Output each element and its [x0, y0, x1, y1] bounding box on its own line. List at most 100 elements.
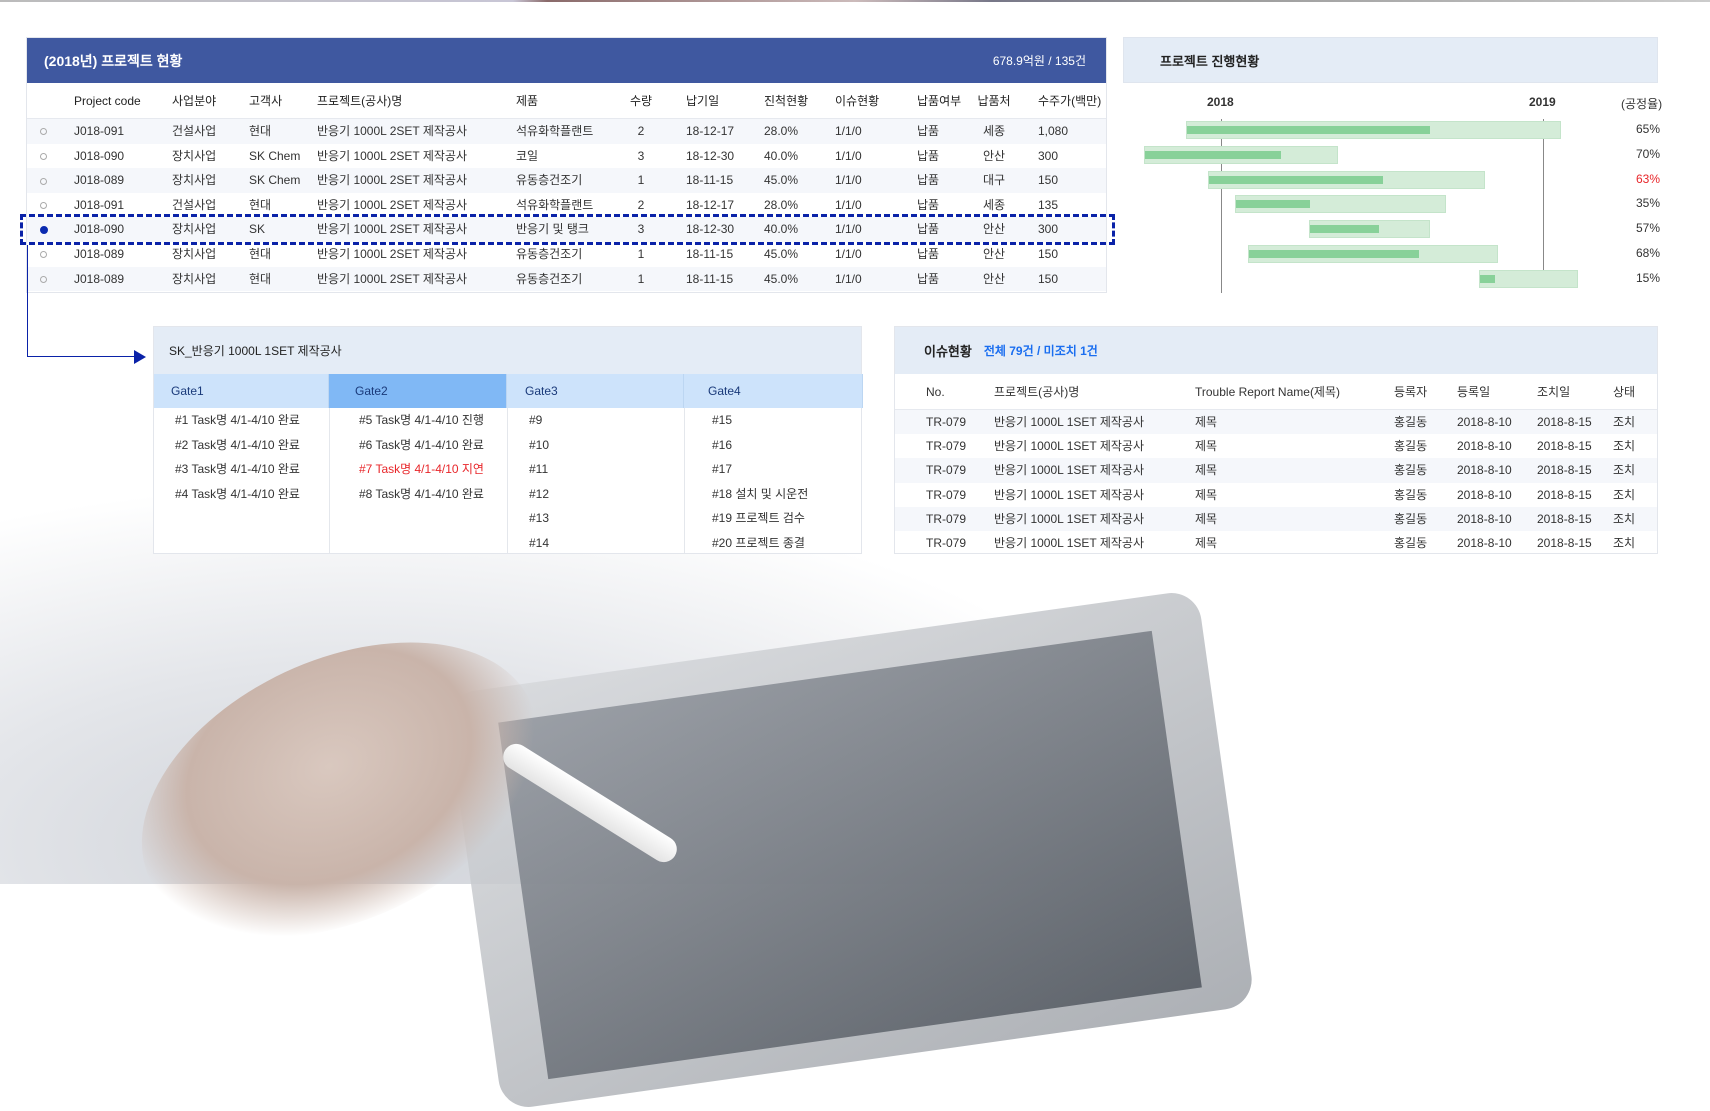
column-header[interactable]: 진척현황	[764, 94, 809, 108]
table-row[interactable]: J018-090 장치사업 SK Chem 반응기 1000L 2SET 제작공사 코일…	[27, 144, 1106, 169]
progress-rate: 63%	[1635, 171, 1661, 186]
column-header[interactable]: 고객사	[249, 94, 283, 108]
task-item[interactable]: #2 Task명 4/1-4/10 완료	[175, 437, 300, 452]
issue-row[interactable]: TR-079 반응기 1000L 1SET 제작공사 제목 홍길동 2018-8-10 2…	[895, 458, 1657, 483]
issue-row[interactable]: TR-079 반응기 1000L 1SET 제작공사 제목 홍길동 2018-8-10 2…	[895, 434, 1657, 458]
cell: 40.0%	[764, 222, 799, 237]
column-header[interactable]: 수량	[629, 94, 653, 108]
task-item[interactable]: #5 Task명 4/1-4/10 진행	[359, 413, 484, 427]
task-item[interactable]: #16	[712, 437, 733, 452]
column-header[interactable]: 사업분야	[172, 94, 217, 108]
cell: 반응기 1000L 1SET 제작공사	[994, 487, 1145, 502]
cell: 유동층건조기	[516, 173, 583, 188]
issue-column-header[interactable]: 등록일	[1457, 385, 1491, 399]
issue-column-header[interactable]: 프로젝트(공사)명	[994, 385, 1080, 399]
column-header[interactable]: Project code	[74, 94, 141, 108]
cell: J018-089	[74, 271, 125, 286]
issue-column-header[interactable]: 상태	[1613, 385, 1636, 399]
cell: 제목	[1195, 511, 1218, 526]
radio-icon[interactable]	[40, 128, 47, 136]
task-item[interactable]: #20 프로젝트 종결	[712, 535, 805, 550]
cell: TR-079	[926, 487, 967, 502]
column-header[interactable]: 납품여부	[917, 94, 962, 108]
row-radio[interactable]	[40, 193, 47, 218]
row-radio[interactable]	[40, 144, 47, 169]
issue-row[interactable]: TR-079 반응기 1000L 1SET 제작공사 제목 홍길동 2018-8-10 2…	[895, 531, 1657, 555]
gantt-bar[interactable]	[1248, 245, 1498, 263]
task-item[interactable]: #11	[529, 462, 549, 476]
task-item[interactable]: #12	[529, 486, 550, 501]
table-row[interactable]: J018-089 장치사업 SK Chem 반응기 1000L 2SET 제작공사 유동…	[27, 168, 1106, 193]
task-item[interactable]: #4 Task명 4/1-4/10 완료	[175, 486, 300, 501]
issue-row[interactable]: TR-079 반응기 1000L 1SET 제작공사 제목 홍길동 2018-8-10 2…	[895, 410, 1657, 435]
radio-icon[interactable]	[40, 275, 47, 283]
progress-rate: 57%	[1635, 221, 1661, 236]
table-row[interactable]: J018-090 장치사업 SK 반응기 1000L 2SET 제작공사 반응기 및 탱…	[27, 217, 1106, 242]
column-header[interactable]: 납기일	[686, 94, 720, 108]
gantt-bar[interactable]	[1479, 269, 1579, 288]
project-table-header: (2018년) 프로젝트 현황 678.9억원 / 135건	[27, 38, 1106, 83]
gantt-bar[interactable]	[1185, 121, 1561, 139]
cell: 제목	[1195, 536, 1218, 550]
gate-tab-3[interactable]: Gate3	[507, 374, 684, 408]
progress-rate: 15%	[1635, 270, 1661, 285]
radio-icon[interactable]	[40, 226, 48, 235]
gate-tab-2[interactable]: Gate2	[329, 374, 507, 408]
row-radio[interactable]	[40, 267, 47, 292]
gantt-bar[interactable]	[1144, 145, 1339, 164]
cell: 장치사업	[172, 247, 217, 261]
task-item[interactable]: #15	[712, 413, 733, 427]
gantt-bar[interactable]	[1207, 170, 1485, 189]
column-header[interactable]: 이슈현황	[835, 94, 880, 108]
issue-row[interactable]: TR-079 반응기 1000L 1SET 제작공사 제목 홍길동 2018-8-10 2…	[895, 506, 1657, 531]
table-row[interactable]: J018-091 건설사업 현대 반응기 1000L 2SET 제작공사 석유화학플랜트…	[27, 193, 1106, 218]
gantt-bar[interactable]	[1309, 220, 1431, 239]
gantt-bar[interactable]	[1235, 195, 1446, 214]
issue-column-header[interactable]: Trouble Report Name(제목)	[1195, 385, 1341, 399]
radio-icon[interactable]	[40, 177, 47, 185]
row-radio[interactable]	[40, 242, 47, 267]
cell: 홍길동	[1394, 487, 1428, 502]
row-radio[interactable]	[40, 168, 47, 193]
cell: 반응기 1000L 2SET 제작공사	[317, 271, 468, 286]
gate-tab-4[interactable]: Gate4	[684, 374, 863, 408]
cell: 2	[637, 197, 645, 212]
table-row[interactable]: J018-089 장치사업 현대 반응기 1000L 2SET 제작공사 유동층건조기 1…	[27, 242, 1106, 267]
task-item[interactable]: #13	[529, 511, 550, 525]
task-item[interactable]: #7 Task명 4/1-4/10 지연	[359, 462, 484, 476]
radio-icon[interactable]	[40, 152, 47, 160]
cell: 18-11-15	[686, 173, 734, 188]
gate-tab-1[interactable]: Gate1	[154, 374, 329, 408]
issue-column-header[interactable]: 조치일	[1537, 385, 1571, 399]
task-item[interactable]: #9	[529, 413, 543, 427]
issue-count-link[interactable]: 전체 79건 / 미조치 1건	[983, 344, 1098, 358]
task-item[interactable]: #18 설치 및 시운전	[712, 486, 809, 501]
column-header[interactable]: 프로젝트(공사)명	[317, 94, 403, 108]
row-radio[interactable]	[40, 217, 48, 242]
task-item[interactable]: #14	[529, 535, 550, 550]
radio-icon[interactable]	[40, 251, 47, 259]
cell: J018-091	[74, 124, 125, 138]
cell: 반응기 1000L 2SET 제작공사	[317, 247, 468, 261]
row-radio[interactable]	[40, 119, 47, 144]
cell: 반응기 1000L 1SET 제작공사	[994, 415, 1145, 429]
column-header[interactable]: 납품처	[977, 94, 1011, 108]
cell: 반응기 및 탱크	[516, 222, 589, 237]
top-strip	[0, 0, 1710, 2]
radio-icon[interactable]	[40, 202, 47, 210]
task-item[interactable]: #10	[529, 437, 550, 452]
task-item[interactable]: #3 Task명 4/1-4/10 완료	[175, 462, 300, 476]
issue-row[interactable]: TR-079 반응기 1000L 1SET 제작공사 제목 홍길동 2018-8-10 2…	[895, 483, 1657, 507]
table-row[interactable]: J018-091 건설사업 현대 반응기 1000L 2SET 제작공사 석유화학플랜트…	[27, 119, 1106, 144]
task-item[interactable]: #17	[712, 462, 733, 476]
task-item[interactable]: #8 Task명 4/1-4/10 완료	[359, 486, 484, 501]
issue-column-header[interactable]: 등록자	[1394, 385, 1428, 399]
column-header[interactable]: 제품	[516, 94, 539, 108]
task-item[interactable]: #6 Task명 4/1-4/10 완료	[359, 437, 484, 452]
task-item[interactable]: #19 프로젝트 검수	[712, 511, 805, 525]
cell: 반응기 1000L 1SET 제작공사	[994, 511, 1145, 526]
task-item[interactable]: #1 Task명 4/1-4/10 완료	[175, 413, 300, 427]
issue-column-header[interactable]: No.	[926, 385, 945, 399]
column-header[interactable]: 수주가(백만)	[1038, 94, 1102, 108]
table-row[interactable]: J018-089 장치사업 현대 반응기 1000L 2SET 제작공사 유동층건조기 1…	[27, 266, 1106, 292]
